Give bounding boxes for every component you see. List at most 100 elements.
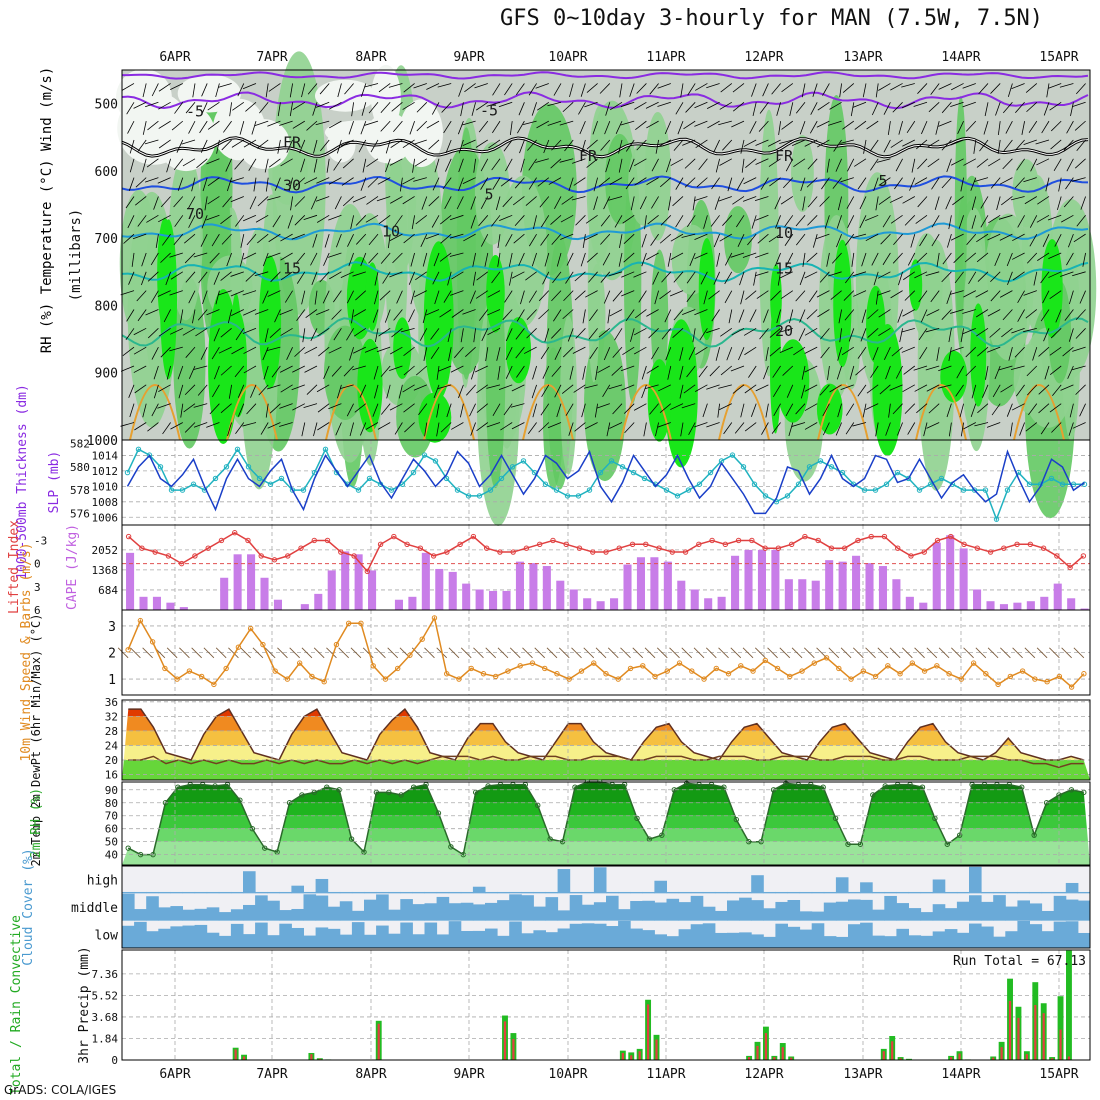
thickness-line-point	[861, 487, 868, 493]
thickness-line-point	[388, 487, 395, 493]
wind-barb	[544, 328, 550, 342]
wind-barb	[147, 120, 159, 131]
wind-barb	[439, 309, 452, 318]
wind-barb	[609, 309, 623, 317]
wind-barb	[906, 120, 916, 134]
thickness-line-point	[1048, 475, 1055, 482]
cape-bar	[341, 551, 350, 610]
cloud-cover-low	[1065, 921, 1079, 948]
cape-bar	[569, 589, 578, 610]
wind-barb	[970, 177, 977, 191]
wind-barb	[694, 309, 708, 316]
cape-bar	[529, 563, 538, 610]
wind-barb	[456, 196, 464, 210]
wind-barb	[835, 422, 842, 436]
wind-barb	[480, 233, 489, 247]
wind-barb	[724, 271, 733, 285]
wind-speed-line-point	[750, 668, 756, 674]
wind-barb	[971, 196, 977, 211]
wind-speed-line-point	[897, 671, 903, 677]
wind-barb	[1012, 647, 1023, 659]
wind-barb	[492, 177, 501, 190]
cloud-cover-middle	[303, 894, 317, 921]
wind-barb	[556, 252, 562, 267]
wind-barb	[947, 234, 952, 248]
wind-barb	[625, 177, 635, 190]
contour-label: -5	[186, 103, 204, 121]
lifted-index-line-point	[271, 557, 278, 563]
wind-barb	[500, 422, 513, 431]
wind-barb	[476, 403, 489, 413]
wind-barb	[730, 647, 742, 659]
wind-barb	[715, 347, 720, 361]
wind-barb	[861, 309, 867, 324]
wind-barb	[987, 346, 1001, 353]
wind-barb	[821, 177, 830, 190]
wind-barb	[537, 101, 550, 111]
date-label-bottom: 9APR	[453, 1067, 484, 1082]
wind-barb	[185, 271, 196, 283]
wind-barb	[919, 233, 928, 247]
cloud-cover-middle	[654, 902, 667, 921]
wind-barb	[706, 422, 720, 428]
wind-barb	[480, 177, 489, 190]
rh-shading	[791, 135, 814, 212]
wind-barb	[1014, 177, 1025, 189]
wind-barb	[220, 365, 232, 376]
rh-tick-label: 80	[105, 797, 118, 810]
wind-barb	[1076, 215, 1086, 227]
wind-barb	[288, 177, 293, 192]
wind-barb	[789, 309, 794, 324]
wind-barb	[532, 403, 537, 418]
cape-bar	[462, 583, 471, 610]
cape-bar	[784, 579, 793, 610]
wind-barb	[313, 422, 318, 437]
wind-speed-line-point	[823, 655, 830, 661]
wind-barb	[311, 271, 318, 285]
wind-barb	[621, 271, 635, 278]
wind-barb	[749, 309, 757, 323]
wind-barb	[804, 139, 818, 147]
wind-barb	[742, 647, 754, 659]
lifted-index-line-point	[510, 549, 516, 555]
rh-tick-label: 60	[105, 823, 118, 836]
wind-barb	[1058, 177, 1062, 192]
wind-barb	[980, 196, 989, 209]
wind-barb	[340, 271, 354, 279]
precip-convective-bar	[1034, 1005, 1037, 1060]
wind-barb	[827, 365, 830, 380]
wind-barb	[644, 647, 656, 659]
wind-barb	[657, 101, 671, 107]
wind-barb	[551, 328, 562, 339]
wind-barb	[151, 403, 159, 417]
cloud-cover-low	[884, 936, 897, 948]
cloud-cover-high	[666, 891, 680, 894]
cloud-cover-middle	[545, 897, 559, 921]
wind-barb	[1067, 365, 1074, 379]
cloud-cover-middle	[170, 906, 183, 921]
wind-barb	[945, 196, 952, 210]
wind-barb	[812, 234, 818, 248]
wind-speed-line-point	[174, 676, 180, 682]
rh-line-point	[299, 792, 305, 798]
wind-barb	[320, 139, 330, 152]
date-label-top: 13APR	[843, 50, 882, 65]
lifted-index-line-point	[178, 560, 185, 567]
wind-barb	[842, 120, 855, 130]
wind-barb	[384, 309, 391, 323]
wind-barb	[793, 346, 806, 356]
wind-barb	[865, 403, 879, 410]
wind-barb	[480, 196, 489, 210]
cape-bar	[435, 568, 444, 610]
wind-barb	[872, 347, 879, 361]
wind-barb	[211, 233, 220, 247]
wind-barb	[726, 347, 733, 361]
wind-barb	[731, 120, 745, 128]
wind-barb	[193, 422, 208, 428]
cloud-cover-high	[920, 891, 934, 894]
wind-barb	[444, 196, 452, 210]
wind-barb	[554, 196, 562, 210]
wind-barb	[694, 120, 708, 127]
cloud-cover-high	[1077, 891, 1091, 894]
wind-barb	[1068, 290, 1074, 305]
